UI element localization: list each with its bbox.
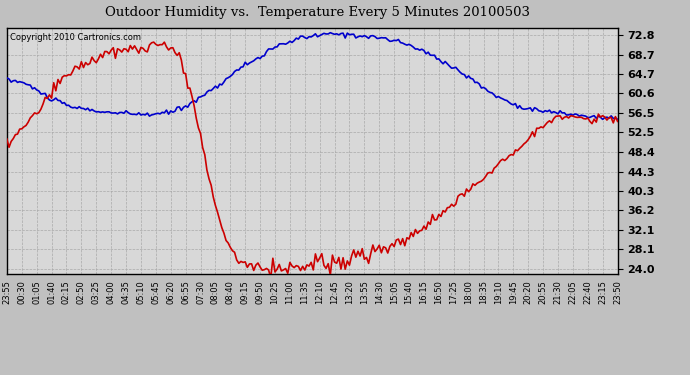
Text: Outdoor Humidity vs.  Temperature Every 5 Minutes 20100503: Outdoor Humidity vs. Temperature Every 5… (105, 6, 530, 19)
Text: Copyright 2010 Cartronics.com: Copyright 2010 Cartronics.com (10, 33, 141, 42)
